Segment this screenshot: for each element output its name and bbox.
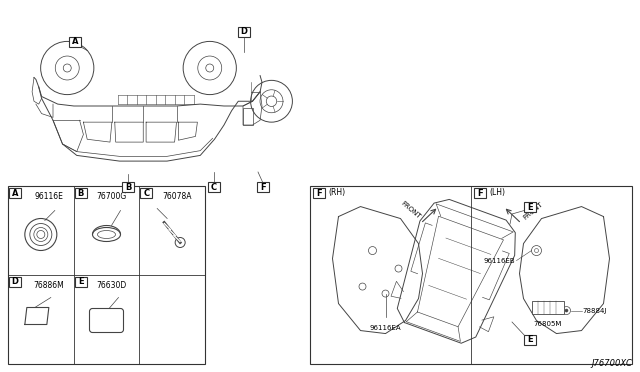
Bar bbox=[69, 37, 81, 47]
Text: F: F bbox=[260, 183, 266, 192]
Text: E: E bbox=[527, 336, 533, 344]
Bar bbox=[9, 277, 21, 287]
Text: 78884J: 78884J bbox=[582, 308, 607, 314]
Text: C: C bbox=[143, 189, 149, 198]
Text: 96116EB: 96116EB bbox=[484, 257, 515, 263]
Bar bbox=[531, 301, 563, 314]
Bar bbox=[238, 27, 250, 37]
Text: A: A bbox=[72, 38, 78, 46]
Text: E: E bbox=[78, 278, 83, 286]
Text: 96116E: 96116E bbox=[35, 192, 63, 201]
Text: B: B bbox=[125, 183, 131, 192]
Text: B: B bbox=[77, 189, 84, 198]
Bar bbox=[474, 188, 486, 198]
Bar bbox=[257, 182, 269, 192]
Bar bbox=[310, 186, 632, 364]
Bar bbox=[75, 188, 86, 198]
Bar bbox=[9, 188, 21, 198]
Text: J76700XC: J76700XC bbox=[591, 359, 632, 368]
Text: A: A bbox=[12, 189, 19, 198]
Text: 76886M: 76886M bbox=[33, 281, 64, 290]
Text: FRONT: FRONT bbox=[522, 201, 545, 221]
Bar bbox=[313, 188, 325, 198]
Text: 76630D: 76630D bbox=[97, 281, 127, 290]
Text: C: C bbox=[211, 183, 217, 192]
Bar bbox=[208, 182, 220, 192]
Bar bbox=[243, 108, 253, 125]
Text: F: F bbox=[316, 189, 322, 198]
Bar bbox=[75, 277, 86, 287]
Circle shape bbox=[565, 309, 568, 312]
Text: 76700G: 76700G bbox=[97, 192, 127, 201]
FancyBboxPatch shape bbox=[90, 308, 124, 333]
Text: 96116EA: 96116EA bbox=[370, 324, 401, 331]
Text: 76078A: 76078A bbox=[163, 192, 192, 201]
Bar bbox=[140, 188, 152, 198]
Bar bbox=[524, 202, 536, 212]
Text: D: D bbox=[241, 28, 248, 36]
Text: E: E bbox=[527, 202, 533, 212]
Text: D: D bbox=[12, 278, 19, 286]
Text: 76805M: 76805M bbox=[533, 321, 562, 327]
Bar bbox=[8, 186, 205, 364]
Bar bbox=[122, 182, 134, 192]
Text: FRONT: FRONT bbox=[399, 201, 422, 221]
Bar bbox=[524, 335, 536, 345]
Text: (RH): (RH) bbox=[328, 189, 345, 198]
Text: (LH): (LH) bbox=[489, 189, 505, 198]
Text: F: F bbox=[477, 189, 483, 198]
